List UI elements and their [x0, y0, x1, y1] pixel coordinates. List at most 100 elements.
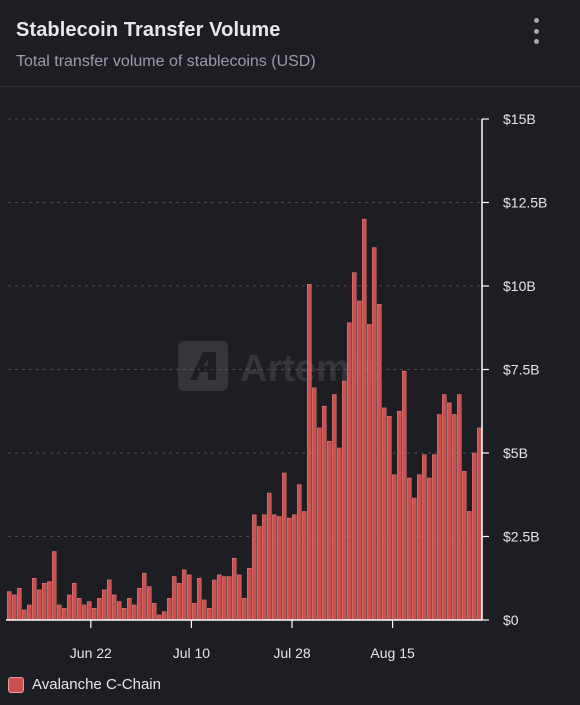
bar: [436, 414, 442, 621]
bar: [237, 574, 242, 621]
bar: [256, 526, 262, 621]
x-tick-label: Jun 22: [70, 645, 112, 661]
bar: [197, 577, 202, 621]
bar: [326, 441, 332, 621]
bar: [67, 594, 72, 621]
x-tick-label: Jul 28: [273, 645, 311, 661]
x-tick-label: Aug 15: [370, 645, 415, 661]
bar: [77, 597, 82, 621]
bar: [72, 582, 77, 621]
bar: [446, 402, 452, 621]
bar: [41, 582, 47, 621]
bar: [431, 454, 437, 621]
bar: [202, 599, 207, 621]
bar: [386, 415, 392, 621]
bar: [117, 601, 122, 621]
bar: [371, 247, 377, 621]
bar: [291, 514, 297, 621]
bar: [466, 511, 472, 621]
bar: [451, 414, 457, 621]
bar: [97, 597, 102, 621]
header-divider: [0, 86, 580, 87]
bar: [471, 452, 477, 621]
y-tick-label: $0: [503, 612, 519, 628]
chart-subtitle: Total transfer volume of stablecoins (US…: [16, 53, 316, 70]
bar: [247, 567, 252, 621]
bar: [426, 477, 432, 621]
artemis-logo-icon: [178, 341, 228, 391]
bar: [281, 472, 287, 621]
bar: [351, 272, 357, 621]
bar: [21, 609, 27, 621]
bar: [411, 497, 417, 621]
bar: [102, 589, 107, 621]
bar: [182, 569, 187, 621]
legend-item-avalanche[interactable]: Avalanche C-Chain: [8, 676, 161, 693]
bar: [92, 608, 97, 621]
bar: [346, 322, 352, 621]
bar: [341, 380, 347, 621]
bar: [207, 608, 212, 621]
bar: [152, 602, 157, 621]
bar: [107, 579, 112, 621]
bar: [137, 587, 142, 621]
bar: [286, 517, 292, 621]
y-tick-label: $2.5B: [503, 529, 540, 545]
bar: [266, 492, 272, 621]
bar: [416, 474, 422, 621]
bar: [212, 579, 217, 621]
bar: [361, 218, 367, 621]
kebab-menu-icon[interactable]: [528, 18, 544, 44]
bar: [127, 597, 132, 621]
artemis-logo-glyph: [190, 352, 216, 380]
bar: [7, 591, 12, 621]
bar: [321, 405, 327, 621]
bar: [167, 597, 172, 621]
bar: [192, 602, 197, 621]
bar: [26, 604, 32, 621]
bar: [366, 324, 372, 621]
bar: [306, 284, 312, 621]
menu-dot: [533, 39, 539, 44]
bar: [441, 394, 447, 621]
bar: [296, 484, 302, 621]
bar: [242, 597, 247, 621]
chart-title: Stablecoin Transfer Volume: [16, 19, 281, 41]
bar: [261, 514, 267, 621]
legend-swatch: [8, 676, 24, 693]
bar: [461, 471, 467, 621]
bar: [232, 557, 237, 621]
bar: [456, 394, 462, 621]
bar: [31, 577, 37, 621]
bar: [376, 304, 382, 621]
bar: [87, 601, 92, 621]
bar: [51, 551, 57, 621]
bar: [36, 589, 42, 621]
bar: [381, 407, 387, 621]
bar: [12, 594, 17, 621]
bar: [252, 514, 257, 621]
bar: [391, 474, 397, 621]
bar: [222, 576, 227, 621]
bar: [157, 614, 162, 621]
y-tick-label: $7.5B: [503, 362, 540, 378]
bar: [162, 611, 167, 621]
bar: [301, 511, 307, 621]
gridlines: [8, 118, 482, 537]
bar: [271, 514, 277, 621]
menu-dot: [533, 28, 539, 34]
bar: [16, 587, 22, 621]
bar: [112, 594, 117, 621]
bar: [476, 427, 482, 621]
bar: [187, 574, 192, 621]
bar: [316, 427, 322, 621]
legend-label: Avalanche C-Chain: [32, 676, 161, 693]
bar: [311, 387, 317, 621]
bar: [276, 516, 282, 621]
bar: [172, 576, 177, 621]
bar: [331, 394, 337, 621]
bar: [61, 608, 67, 621]
y-axis-ticks: $0 $2.5B $5B $7.5B $10B $12.5B $15B: [482, 111, 547, 628]
